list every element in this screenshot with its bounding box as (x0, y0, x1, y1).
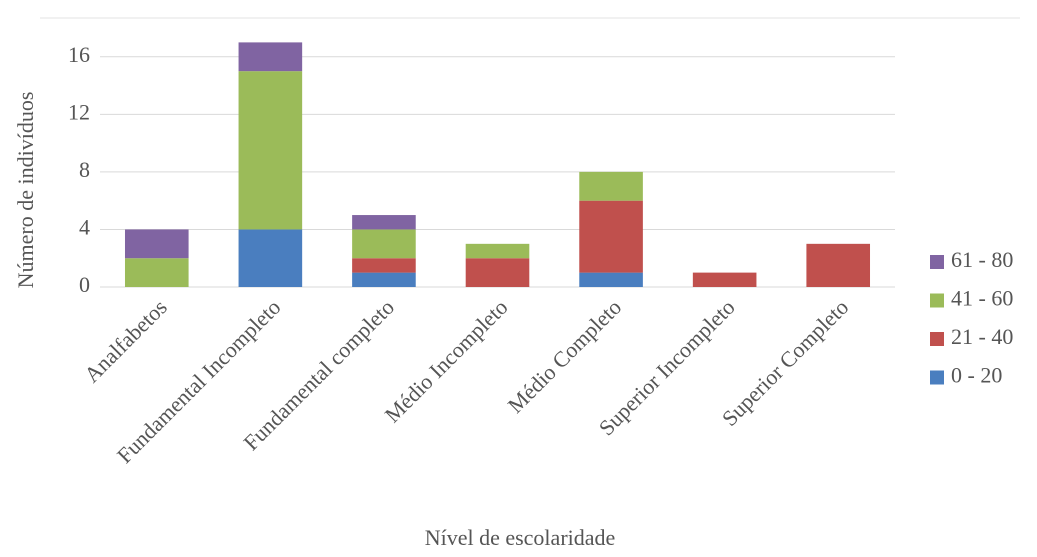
bar-segment (579, 200, 643, 273)
x-tick-label: Analfabetos (79, 294, 172, 387)
bar-segment (465, 258, 530, 287)
y-tick-label: 0 (79, 272, 90, 297)
bar-segment (352, 258, 416, 273)
bar-segment (352, 229, 416, 259)
x-tick-label: Superior Completo (717, 294, 854, 431)
y-tick-label: 12 (68, 99, 90, 124)
bar-segment (124, 258, 189, 287)
bar-segment (352, 272, 416, 287)
y-tick-label: 8 (79, 157, 90, 182)
x-axis-title: Nível de escolaridade (425, 525, 616, 550)
x-tick-label: Médio Incompleto (380, 294, 513, 427)
legend-label: 41 - 60 (951, 286, 1013, 311)
bar-segment (238, 71, 303, 230)
bar-segment (579, 272, 643, 287)
x-tick-label: Médio Completo (503, 294, 627, 418)
y-tick-label: 16 (68, 42, 90, 67)
bar-segment (806, 243, 871, 287)
bar-segment (238, 42, 303, 72)
bar-segment (465, 243, 530, 259)
y-axis-title: Número de indivíduos (13, 92, 38, 289)
y-tick-label: 4 (79, 214, 90, 239)
legend-label: 61 - 80 (951, 247, 1013, 272)
bar-segment (352, 215, 416, 230)
legend-swatch (930, 332, 944, 346)
legend-label: 21 - 40 (951, 324, 1013, 349)
legend-swatch (930, 255, 944, 269)
bar-segment (579, 171, 643, 201)
legend-swatch (930, 370, 944, 385)
bar-segment (238, 229, 303, 287)
legend-swatch (930, 293, 944, 308)
bar-segment (124, 229, 189, 259)
bar-segment (692, 272, 757, 287)
legend-label: 0 - 20 (951, 363, 1002, 388)
